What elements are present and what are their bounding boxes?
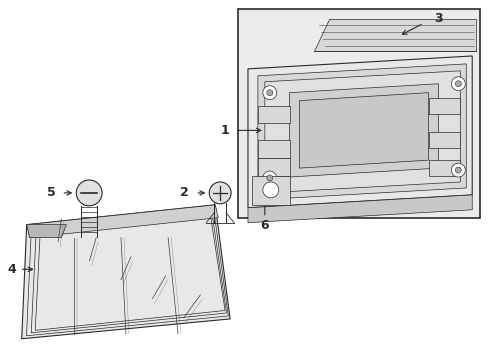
- Circle shape: [76, 180, 102, 206]
- Circle shape: [209, 182, 231, 204]
- Polygon shape: [247, 195, 471, 223]
- Polygon shape: [251, 176, 289, 205]
- Text: 4: 4: [7, 263, 16, 276]
- Text: 5: 5: [47, 186, 56, 199]
- Polygon shape: [257, 158, 289, 176]
- Circle shape: [454, 167, 460, 173]
- Circle shape: [450, 77, 464, 91]
- Polygon shape: [427, 132, 459, 148]
- Bar: [238, 9, 479, 218]
- Circle shape: [454, 81, 460, 87]
- Polygon shape: [257, 140, 289, 158]
- Polygon shape: [247, 56, 471, 208]
- Polygon shape: [257, 105, 289, 123]
- Circle shape: [266, 175, 272, 181]
- Polygon shape: [27, 225, 66, 238]
- Text: 3: 3: [433, 12, 442, 25]
- Polygon shape: [427, 98, 459, 113]
- Circle shape: [266, 90, 272, 96]
- Polygon shape: [427, 160, 459, 176]
- Text: 2: 2: [180, 186, 188, 199]
- Circle shape: [263, 86, 276, 100]
- Polygon shape: [289, 84, 438, 177]
- Polygon shape: [21, 205, 230, 339]
- Polygon shape: [264, 71, 459, 193]
- Polygon shape: [299, 93, 427, 168]
- Circle shape: [263, 171, 276, 185]
- Polygon shape: [27, 205, 218, 238]
- Circle shape: [263, 182, 278, 198]
- Circle shape: [450, 163, 464, 177]
- Text: 6: 6: [260, 219, 268, 232]
- Polygon shape: [257, 64, 466, 200]
- Text: 1: 1: [220, 124, 229, 137]
- Polygon shape: [314, 19, 475, 51]
